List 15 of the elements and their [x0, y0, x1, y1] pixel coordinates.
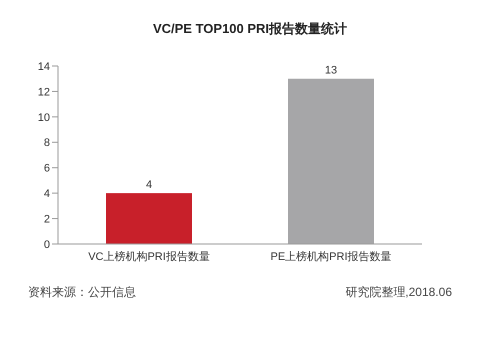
y-tick-label: 8 [44, 137, 50, 150]
y-tick-label: 10 [38, 112, 50, 124]
y-tick-label: 6 [44, 162, 50, 175]
text: 资料来源：公开信息 [28, 284, 136, 301]
y-tick-label: 14 [38, 60, 50, 73]
text: 研究院整理,2018.06 [345, 284, 452, 301]
x-tick-label: VC上榜机构PRI报告数量 [88, 250, 210, 263]
y-tick-label: 4 [44, 188, 50, 200]
data-label: 4 [146, 179, 152, 192]
x-tick-label: PE上榜机构PRI报告数量 [270, 250, 392, 263]
y-tick-label: 12 [38, 86, 50, 98]
data-label: 13 [324, 64, 338, 77]
y-tick-label: 0 [44, 238, 50, 251]
chart-title: VC/PE TOP100 PRI报告数量统计 [152, 20, 348, 38]
y-tick-label: 2 [44, 213, 50, 226]
